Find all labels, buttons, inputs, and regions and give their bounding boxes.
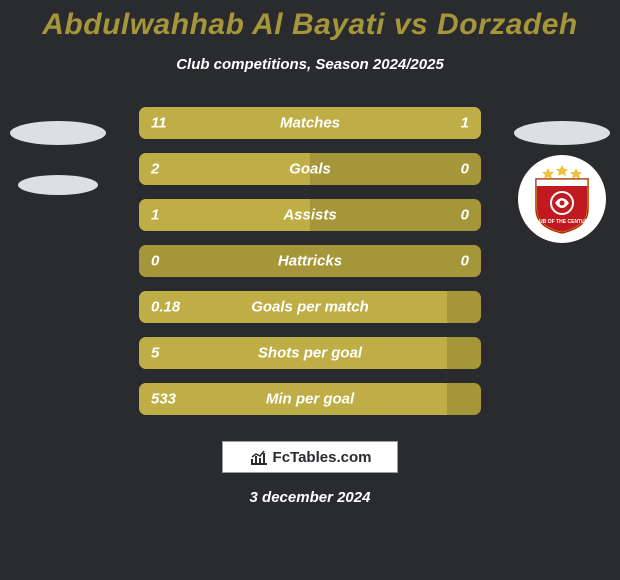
- stat-right-value: 0: [461, 161, 469, 178]
- left-logo-column: [8, 107, 108, 211]
- stat-label: Goals per match: [139, 299, 481, 316]
- stat-row: 0Hattricks0: [139, 245, 481, 277]
- right-logo-column: CLUB OF THE CENTURY: [512, 107, 612, 243]
- stat-label: Assists: [139, 207, 481, 224]
- stat-row: 533Min per goal: [139, 383, 481, 415]
- comparison-subtitle: Club competitions, Season 2024/2025: [0, 56, 620, 73]
- comparison-title: Abdulwahhab Al Bayati vs Dorzadeh: [0, 0, 620, 42]
- left-logo-1: [8, 107, 108, 159]
- brand-box: FcTables.com: [222, 441, 398, 473]
- shield-icon: CLUB OF THE CENTURY: [530, 163, 594, 235]
- stat-right-value: 0: [461, 207, 469, 224]
- placeholder-ellipse: [18, 175, 98, 195]
- stat-label: Min per goal: [139, 391, 481, 408]
- stat-label: Hattricks: [139, 253, 481, 270]
- stats-area: CLUB OF THE CENTURY 11Matches12Goals01As…: [0, 107, 620, 415]
- right-logo-1: [512, 107, 612, 159]
- stat-label: Goals: [139, 161, 481, 178]
- stat-row: 5Shots per goal: [139, 337, 481, 369]
- placeholder-ellipse: [514, 121, 610, 145]
- club-shield: CLUB OF THE CENTURY: [518, 155, 606, 243]
- right-logo-2: CLUB OF THE CENTURY: [512, 155, 612, 243]
- stat-row: 1Assists0: [139, 199, 481, 231]
- stat-label: Matches: [139, 115, 481, 132]
- stat-row: 2Goals0: [139, 153, 481, 185]
- brand-text: FcTables.com: [273, 449, 372, 466]
- stat-row: 11Matches1: [139, 107, 481, 139]
- stat-right-value: 1: [461, 115, 469, 132]
- stat-row: 0.18Goals per match: [139, 291, 481, 323]
- svg-text:CLUB OF THE CENTURY: CLUB OF THE CENTURY: [533, 219, 593, 225]
- stat-bars: 11Matches12Goals01Assists00Hattricks00.1…: [139, 107, 481, 415]
- stat-right-value: 0: [461, 253, 469, 270]
- left-logo-2: [8, 159, 108, 211]
- brand-logo-icon: [249, 448, 269, 466]
- snapshot-date: 3 december 2024: [0, 489, 620, 506]
- stat-label: Shots per goal: [139, 345, 481, 362]
- placeholder-ellipse: [10, 121, 106, 145]
